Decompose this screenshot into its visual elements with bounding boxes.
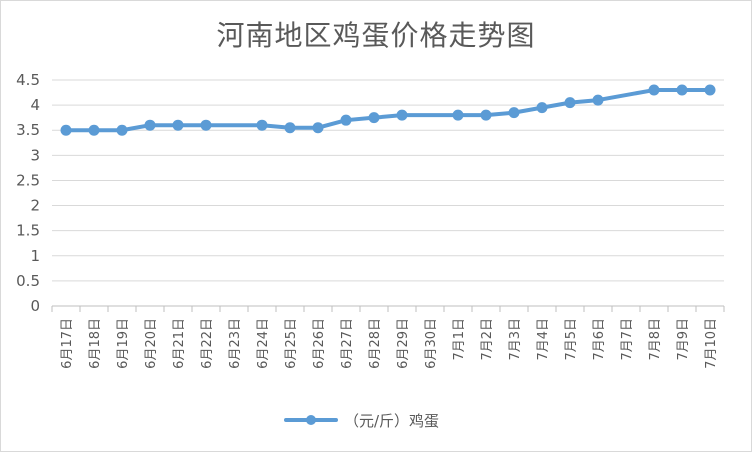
legend-marker — [306, 415, 316, 425]
series-points — [60, 84, 716, 136]
x-tick-label: 6月23日 — [228, 318, 243, 369]
x-tick-label: 7月10日 — [704, 318, 719, 369]
y-tick-label: 3 — [30, 146, 40, 164]
x-tick-label: 6月25日 — [284, 318, 299, 369]
gridlines — [52, 79, 724, 282]
x-tick-label: 6月24日 — [256, 318, 271, 369]
x-axis — [51, 305, 725, 312]
x-tick-label: 7月8日 — [648, 318, 663, 361]
x-tick-label: 7月6日 — [592, 318, 607, 361]
data-point — [312, 122, 324, 134]
series-line — [64, 88, 712, 133]
data-point — [256, 119, 268, 131]
x-tick-label: 6月26日 — [312, 318, 327, 369]
data-point — [564, 97, 576, 109]
chart-title: 河南地区鸡蛋价格走势图 — [216, 19, 536, 52]
data-point — [172, 119, 184, 131]
x-tick-label: 6月22日 — [200, 318, 215, 369]
data-point — [200, 119, 212, 131]
data-point — [704, 84, 716, 96]
data-point — [144, 119, 156, 131]
y-tick-label: 3.5 — [16, 121, 40, 139]
data-point — [480, 109, 492, 121]
x-tick-label: 7月9日 — [676, 318, 691, 361]
data-point — [648, 84, 660, 96]
data-point — [340, 114, 352, 126]
y-tick-label: 1.5 — [16, 222, 40, 240]
data-point — [508, 107, 520, 119]
y-tick-label: 0.5 — [16, 272, 40, 290]
data-point — [592, 94, 604, 106]
y-tick-label: 4 — [30, 96, 40, 114]
y-tick-label: 1 — [30, 247, 40, 265]
legend-label: （元/斤）鸡蛋 — [344, 412, 439, 430]
x-axis-ticks: 6月17日 6月18日 6月19日 6月20日 6月21日 6月22日 6月23日 6月24日… — [60, 318, 719, 369]
y-tick-label: 4.5 — [16, 71, 40, 89]
x-tick-label: 6月29日 — [396, 318, 411, 369]
data-point — [676, 84, 688, 96]
legend: （元/斤）鸡蛋 — [284, 412, 439, 430]
y-axis-ticks: 0 0.5 1 1.5 2 2.5 3 3.5 4 4.5 — [16, 71, 40, 315]
y-tick-label: 2.5 — [16, 171, 40, 189]
data-point — [116, 124, 128, 136]
x-tick-label: 6月20日 — [144, 318, 159, 369]
x-tick-label: 7月3日 — [508, 318, 523, 361]
x-tick-label: 7月4日 — [536, 318, 551, 361]
data-point — [536, 102, 548, 114]
y-tick-label: 0 — [30, 297, 40, 315]
y-tick-label: 2 — [30, 197, 40, 215]
x-tick-label: 6月18日 — [88, 318, 103, 369]
data-point — [452, 109, 464, 121]
x-tick-label: 6月19日 — [116, 318, 131, 369]
x-tick-label: 7月7日 — [620, 318, 635, 361]
data-point — [396, 109, 408, 121]
x-tick-label: 6月27日 — [340, 318, 355, 369]
x-tick-label: 7月2日 — [480, 318, 495, 361]
data-point — [60, 124, 72, 136]
x-tick-label: 6月28日 — [368, 318, 383, 369]
data-point — [284, 122, 296, 134]
data-point — [88, 124, 100, 136]
series-lines — [64, 88, 712, 133]
x-tick-label: 6月30日 — [424, 318, 439, 369]
x-tick-label: 6月21日 — [172, 318, 187, 369]
data-point — [368, 112, 380, 124]
x-tick-label: 7月1日 — [452, 318, 467, 361]
x-tick-label: 7月5日 — [564, 318, 579, 361]
x-tick-label: 6月17日 — [60, 318, 75, 369]
